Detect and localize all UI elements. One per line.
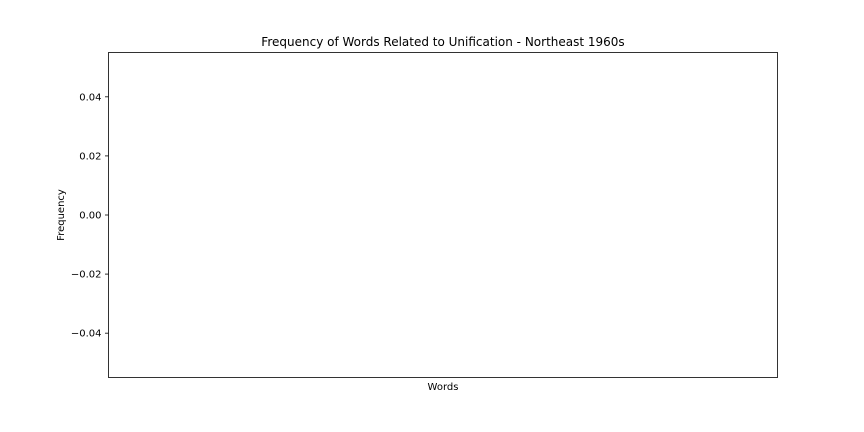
- chart-title: Frequency of Words Related to Unificatio…: [261, 35, 624, 49]
- y-tick-label: −0.04: [71, 329, 102, 340]
- y-tick-label: 0.04: [79, 92, 101, 103]
- y-tick-label: −0.02: [71, 270, 102, 281]
- plot-area: [108, 52, 778, 378]
- y-tick-label: 0.00: [79, 211, 101, 222]
- plot-frame: [108, 52, 778, 378]
- x-axis-label: Words: [428, 382, 459, 393]
- y-axis-label: Frequency: [56, 189, 67, 241]
- y-tick-label: 0.02: [79, 151, 101, 162]
- y-axis: −0.04 −0.02 0.00 0.02 0.04: [71, 92, 109, 340]
